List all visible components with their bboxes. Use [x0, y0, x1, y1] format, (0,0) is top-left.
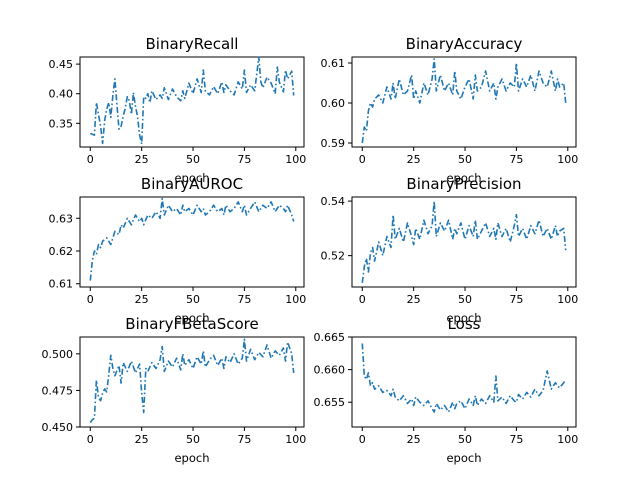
y-tick-label: 0.655 [314, 396, 346, 409]
x-tick-label: 0 [87, 293, 94, 306]
subplot-binary-precision: BinaryPrecision 0 25 50 75 100 0.52 0.54 epoc… [321, 175, 579, 325]
x-tick-label: 75 [237, 293, 251, 306]
x-tick-label: 50 [186, 433, 200, 446]
y-tick-label: 0.35 [49, 117, 74, 130]
series-line [361, 200, 567, 283]
subplot-title: BinaryPrecision [406, 175, 521, 193]
x-tick-label: 25 [135, 153, 149, 166]
plot-area [79, 56, 305, 148]
plot-area [79, 196, 305, 288]
subplot-loss: Loss 0 25 50 75 100 0.655 0.660 0.665 epoch [314, 315, 579, 465]
y-tick-label: 0.61 [49, 278, 74, 291]
plot-area [351, 196, 577, 288]
y-tick-label: 0.475 [42, 384, 74, 397]
y-tick-label: 0.52 [321, 250, 346, 263]
x-tick-label: 0 [359, 153, 366, 166]
x-tick-label: 75 [509, 433, 523, 446]
y-tick-label: 0.45 [49, 58, 74, 71]
y-axis-ticks: 0.59 0.60 0.61 [321, 57, 352, 150]
x-axis-ticks: 0 25 50 75 100 [87, 147, 306, 166]
x-tick-label: 25 [407, 153, 421, 166]
y-tick-label: 0.450 [42, 421, 74, 434]
x-tick-label: 75 [237, 153, 251, 166]
x-tick-label: 100 [557, 293, 578, 306]
x-tick-label: 50 [458, 153, 472, 166]
x-tick-label: 75 [509, 293, 523, 306]
x-tick-label: 50 [458, 293, 472, 306]
y-tick-label: 0.63 [49, 212, 74, 225]
x-tick-label: 50 [186, 153, 200, 166]
x-tick-label: 100 [557, 153, 578, 166]
x-axis-label: epoch [174, 171, 209, 185]
x-axis-label: epoch [446, 171, 481, 185]
subplot-title: BinaryFBetaScore [125, 315, 258, 333]
subplot-binary-accuracy: BinaryAccuracy 0 25 50 75 100 0.59 0.60 0.61 e… [321, 35, 579, 185]
series-line [89, 197, 295, 281]
y-tick-label: 0.500 [42, 348, 74, 361]
y-tick-label: 0.62 [49, 245, 74, 258]
subplot-title: Loss [448, 315, 481, 333]
x-tick-label: 25 [407, 293, 421, 306]
x-axis-label: epoch [174, 451, 209, 465]
x-axis-ticks: 0 25 50 75 100 [359, 287, 578, 306]
x-tick-label: 100 [557, 433, 578, 446]
plot-area [351, 56, 577, 148]
x-axis-label: epoch [446, 311, 481, 325]
x-tick-label: 100 [285, 153, 306, 166]
y-axis-ticks: 0.450 0.475 0.500 [42, 348, 80, 434]
x-tick-label: 0 [87, 433, 94, 446]
x-axis-label: epoch [446, 451, 481, 465]
subplot-title: BinaryAccuracy [406, 35, 523, 53]
x-tick-label: 50 [186, 293, 200, 306]
series-line [361, 58, 567, 144]
subplot-title: BinaryAUROC [141, 175, 243, 193]
x-axis-ticks: 0 25 50 75 100 [87, 287, 306, 306]
y-tick-label: 0.54 [321, 195, 346, 208]
x-tick-label: 100 [285, 293, 306, 306]
x-tick-label: 100 [285, 433, 306, 446]
series-line [361, 343, 567, 413]
y-tick-label: 0.40 [49, 88, 74, 101]
x-tick-label: 75 [237, 433, 251, 446]
x-tick-label: 0 [359, 433, 366, 446]
subplot-binary-recall: BinaryRecall 0 25 50 75 100 0.35 0.40 0.45 epo… [49, 35, 307, 185]
x-axis-ticks: 0 25 50 75 100 [87, 427, 306, 446]
y-axis-ticks: 0.35 0.40 0.45 [49, 58, 80, 130]
x-axis-label: epoch [174, 311, 209, 325]
y-tick-label: 0.60 [321, 97, 346, 110]
y-tick-label: 0.660 [314, 364, 346, 377]
y-tick-label: 0.61 [321, 57, 346, 70]
y-axis-ticks: 0.61 0.62 0.63 [49, 212, 80, 291]
x-tick-label: 75 [509, 153, 523, 166]
y-axis-ticks: 0.52 0.54 [321, 195, 352, 263]
y-axis-ticks: 0.655 0.660 0.665 [314, 331, 352, 409]
x-tick-label: 25 [407, 433, 421, 446]
x-tick-label: 0 [87, 153, 94, 166]
x-tick-label: 0 [359, 293, 366, 306]
series-line [89, 338, 295, 424]
x-tick-label: 25 [135, 293, 149, 306]
subplot-title: BinaryRecall [146, 35, 239, 53]
x-axis-ticks: 0 25 50 75 100 [359, 427, 578, 446]
plot-area [79, 336, 305, 428]
x-tick-label: 50 [458, 433, 472, 446]
x-axis-ticks: 0 25 50 75 100 [359, 147, 578, 166]
x-tick-label: 25 [135, 433, 149, 446]
y-tick-label: 0.59 [321, 137, 346, 150]
subplot-binary-fbeta-score: BinaryFBetaScore 0 25 50 75 100 0.4500.4750.… [42, 315, 307, 465]
subplot-binary-auroc: BinaryAUROC 0 25 50 75 100 0.61 0.62 0.63 epoc… [49, 175, 307, 325]
series-line [89, 56, 295, 145]
y-tick-label: 0.665 [314, 331, 346, 344]
plot-area [351, 336, 577, 428]
